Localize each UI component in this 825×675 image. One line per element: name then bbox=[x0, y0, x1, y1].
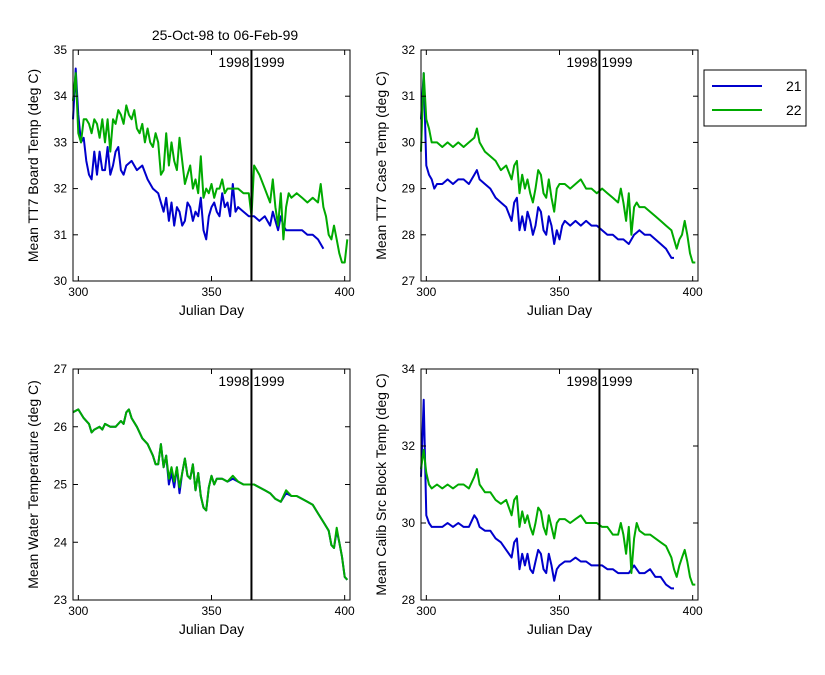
y-tick-label: 24 bbox=[54, 535, 68, 549]
y-tick-label: 28 bbox=[402, 593, 416, 607]
x-tick-label: 300 bbox=[416, 604, 436, 618]
y-tick-label: 34 bbox=[402, 362, 416, 376]
series-line-22 bbox=[420, 72, 696, 264]
y-axis-label: Mean Water Temperature (deg C) bbox=[25, 380, 41, 589]
x-axis-label: Julian Day bbox=[179, 302, 244, 318]
plot-calib-src-temp: 1998 1999 300 350 400 28 30 32 34 Julian Day Mean… bbox=[373, 362, 703, 637]
plot-area bbox=[421, 50, 698, 281]
y-tick-label: 34 bbox=[54, 89, 68, 103]
plot-board-temp: 1998 1999 300 350 400 30 31 32 33 34 35 Julian Day… bbox=[25, 43, 355, 318]
y-tick-label: 30 bbox=[54, 274, 68, 288]
legend-box bbox=[703, 69, 807, 127]
x-tick-label: 400 bbox=[335, 604, 355, 618]
plot-area bbox=[73, 50, 350, 281]
plot-area bbox=[421, 369, 698, 600]
series-line-21 bbox=[420, 72, 674, 259]
series-line-21 bbox=[420, 398, 674, 590]
y-tick-label: 27 bbox=[402, 274, 416, 288]
x-tick-label: 400 bbox=[683, 604, 703, 618]
legend-label-22: 22 bbox=[786, 102, 802, 118]
y-tick-label: 31 bbox=[54, 228, 68, 242]
year-divider-label: 1998 1999 bbox=[566, 373, 632, 389]
y-tick-label: 25 bbox=[54, 478, 68, 492]
series-line-22 bbox=[72, 72, 349, 264]
x-tick-label: 300 bbox=[68, 285, 88, 299]
y-axis-label: Mean Calib Src Block Temp (deg C) bbox=[373, 373, 389, 595]
y-tick-label: 30 bbox=[402, 516, 416, 530]
x-axis-label: Julian Day bbox=[527, 302, 592, 318]
x-tick-label: 350 bbox=[549, 604, 569, 618]
series-line-22 bbox=[72, 408, 349, 581]
y-axis-label: Mean TT7 Board Temp (deg C) bbox=[25, 69, 41, 262]
x-tick-label: 350 bbox=[201, 604, 221, 618]
y-tick-label: 26 bbox=[54, 420, 68, 434]
legend-label-21: 21 bbox=[786, 78, 802, 94]
year-divider-label: 1998 1999 bbox=[218, 373, 284, 389]
y-axis-label: Mean TT7 Case Temp (deg C) bbox=[373, 71, 389, 260]
plot-water-temp: 1998 1999 300 350 400 23 24 25 26 27 Julian Day Me… bbox=[25, 362, 355, 637]
x-tick-label: 400 bbox=[683, 285, 703, 299]
year-divider-label: 1998 1999 bbox=[566, 54, 632, 70]
y-tick-label: 30 bbox=[402, 135, 416, 149]
series-line-22 bbox=[420, 448, 696, 586]
y-tick-label: 31 bbox=[402, 89, 416, 103]
y-tick-label: 23 bbox=[54, 593, 68, 607]
x-tick-label: 300 bbox=[68, 604, 88, 618]
x-axis-label: Julian Day bbox=[179, 621, 244, 637]
figure-title: 25-Oct-98 to 06-Feb-99 bbox=[152, 27, 299, 43]
series-line-21 bbox=[72, 67, 325, 250]
legend: 21 22 bbox=[703, 69, 807, 127]
y-tick-label: 27 bbox=[54, 362, 68, 376]
plot-area bbox=[73, 369, 350, 600]
y-tick-label: 29 bbox=[402, 182, 416, 196]
y-tick-label: 32 bbox=[402, 439, 416, 453]
y-tick-label: 32 bbox=[54, 182, 68, 196]
year-divider-label: 1998 1999 bbox=[218, 54, 284, 70]
y-tick-label: 33 bbox=[54, 135, 68, 149]
x-tick-label: 300 bbox=[416, 285, 436, 299]
y-tick-label: 32 bbox=[402, 43, 416, 57]
plot-case-temp: 1998 1999 300 350 400 27 28 29 30 31 32 Julian Day… bbox=[373, 43, 703, 318]
x-tick-label: 400 bbox=[335, 285, 355, 299]
x-axis-label: Julian Day bbox=[527, 621, 592, 637]
y-tick-label: 28 bbox=[402, 228, 416, 242]
y-tick-label: 35 bbox=[54, 43, 68, 57]
x-tick-label: 350 bbox=[201, 285, 221, 299]
x-tick-label: 350 bbox=[549, 285, 569, 299]
